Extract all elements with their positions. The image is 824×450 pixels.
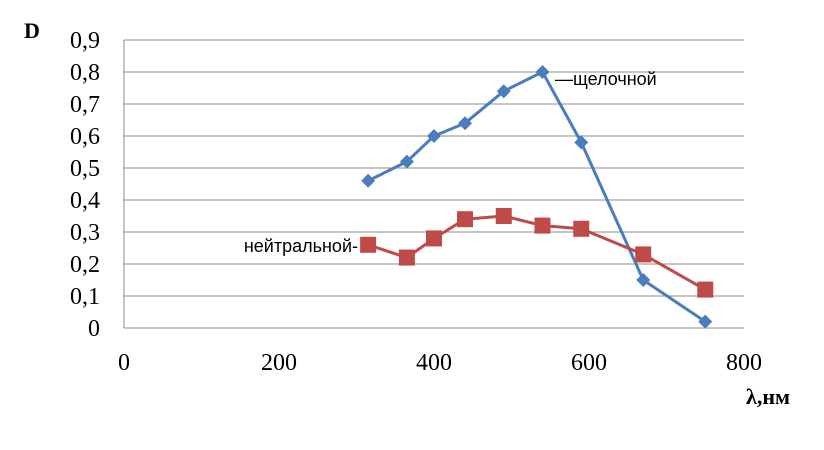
data-point [458, 116, 472, 131]
series-labels: —щелочной нейтральной- [244, 69, 657, 256]
series-alkaline [361, 65, 713, 329]
data-point [698, 314, 713, 329]
x-tick-labels: 0 200 400 600 800 [118, 350, 762, 376]
y-tick-label: 0,9 [70, 28, 100, 54]
data-point [398, 249, 415, 266]
y-tick-label: 0,8 [70, 60, 100, 86]
series-label-alkaline: —щелочной [555, 69, 657, 89]
x-tick-label: 800 [726, 350, 762, 376]
data-point [360, 236, 377, 253]
y-tick-label: 0,7 [70, 92, 100, 118]
y-axis-title: D [24, 18, 40, 43]
y-tick-label: 0,4 [70, 188, 100, 214]
data-point [427, 129, 441, 143]
data-point [535, 65, 550, 79]
y-tick-label: 0 [88, 316, 100, 342]
x-tick-label: 0 [118, 350, 130, 376]
data-point [399, 154, 414, 169]
y-tick-label: 0,5 [70, 156, 100, 182]
y-tick-label: 0,3 [70, 220, 100, 246]
series-neutral [360, 208, 714, 298]
x-tick-label: 600 [571, 350, 607, 376]
y-tick-label: 0,6 [70, 124, 100, 150]
data-point [496, 84, 511, 99]
axes [123, 40, 744, 329]
y-tick-labels: 0 0,1 0,2 0,3 0,4 0,5 0,6 0,7 0,8 0,9 [70, 28, 100, 342]
x-tick-label: 200 [261, 350, 297, 376]
data-point [697, 281, 714, 298]
data-point [426, 230, 442, 247]
data-point [457, 211, 473, 228]
y-tick-label: 0,2 [70, 252, 100, 278]
data-point [361, 173, 376, 188]
data-point [574, 135, 589, 150]
data-point [495, 208, 512, 224]
data-series [360, 65, 714, 329]
data-point [534, 217, 551, 234]
y-tick-label: 0,1 [70, 284, 100, 310]
x-tick-label: 400 [416, 350, 452, 376]
data-point [573, 220, 590, 237]
series-label-neutral: нейтральной- [244, 236, 358, 256]
x-axis-title: λ,нм [746, 384, 790, 409]
data-point [636, 273, 651, 287]
data-point [635, 246, 652, 263]
series-line [367, 70, 707, 323]
